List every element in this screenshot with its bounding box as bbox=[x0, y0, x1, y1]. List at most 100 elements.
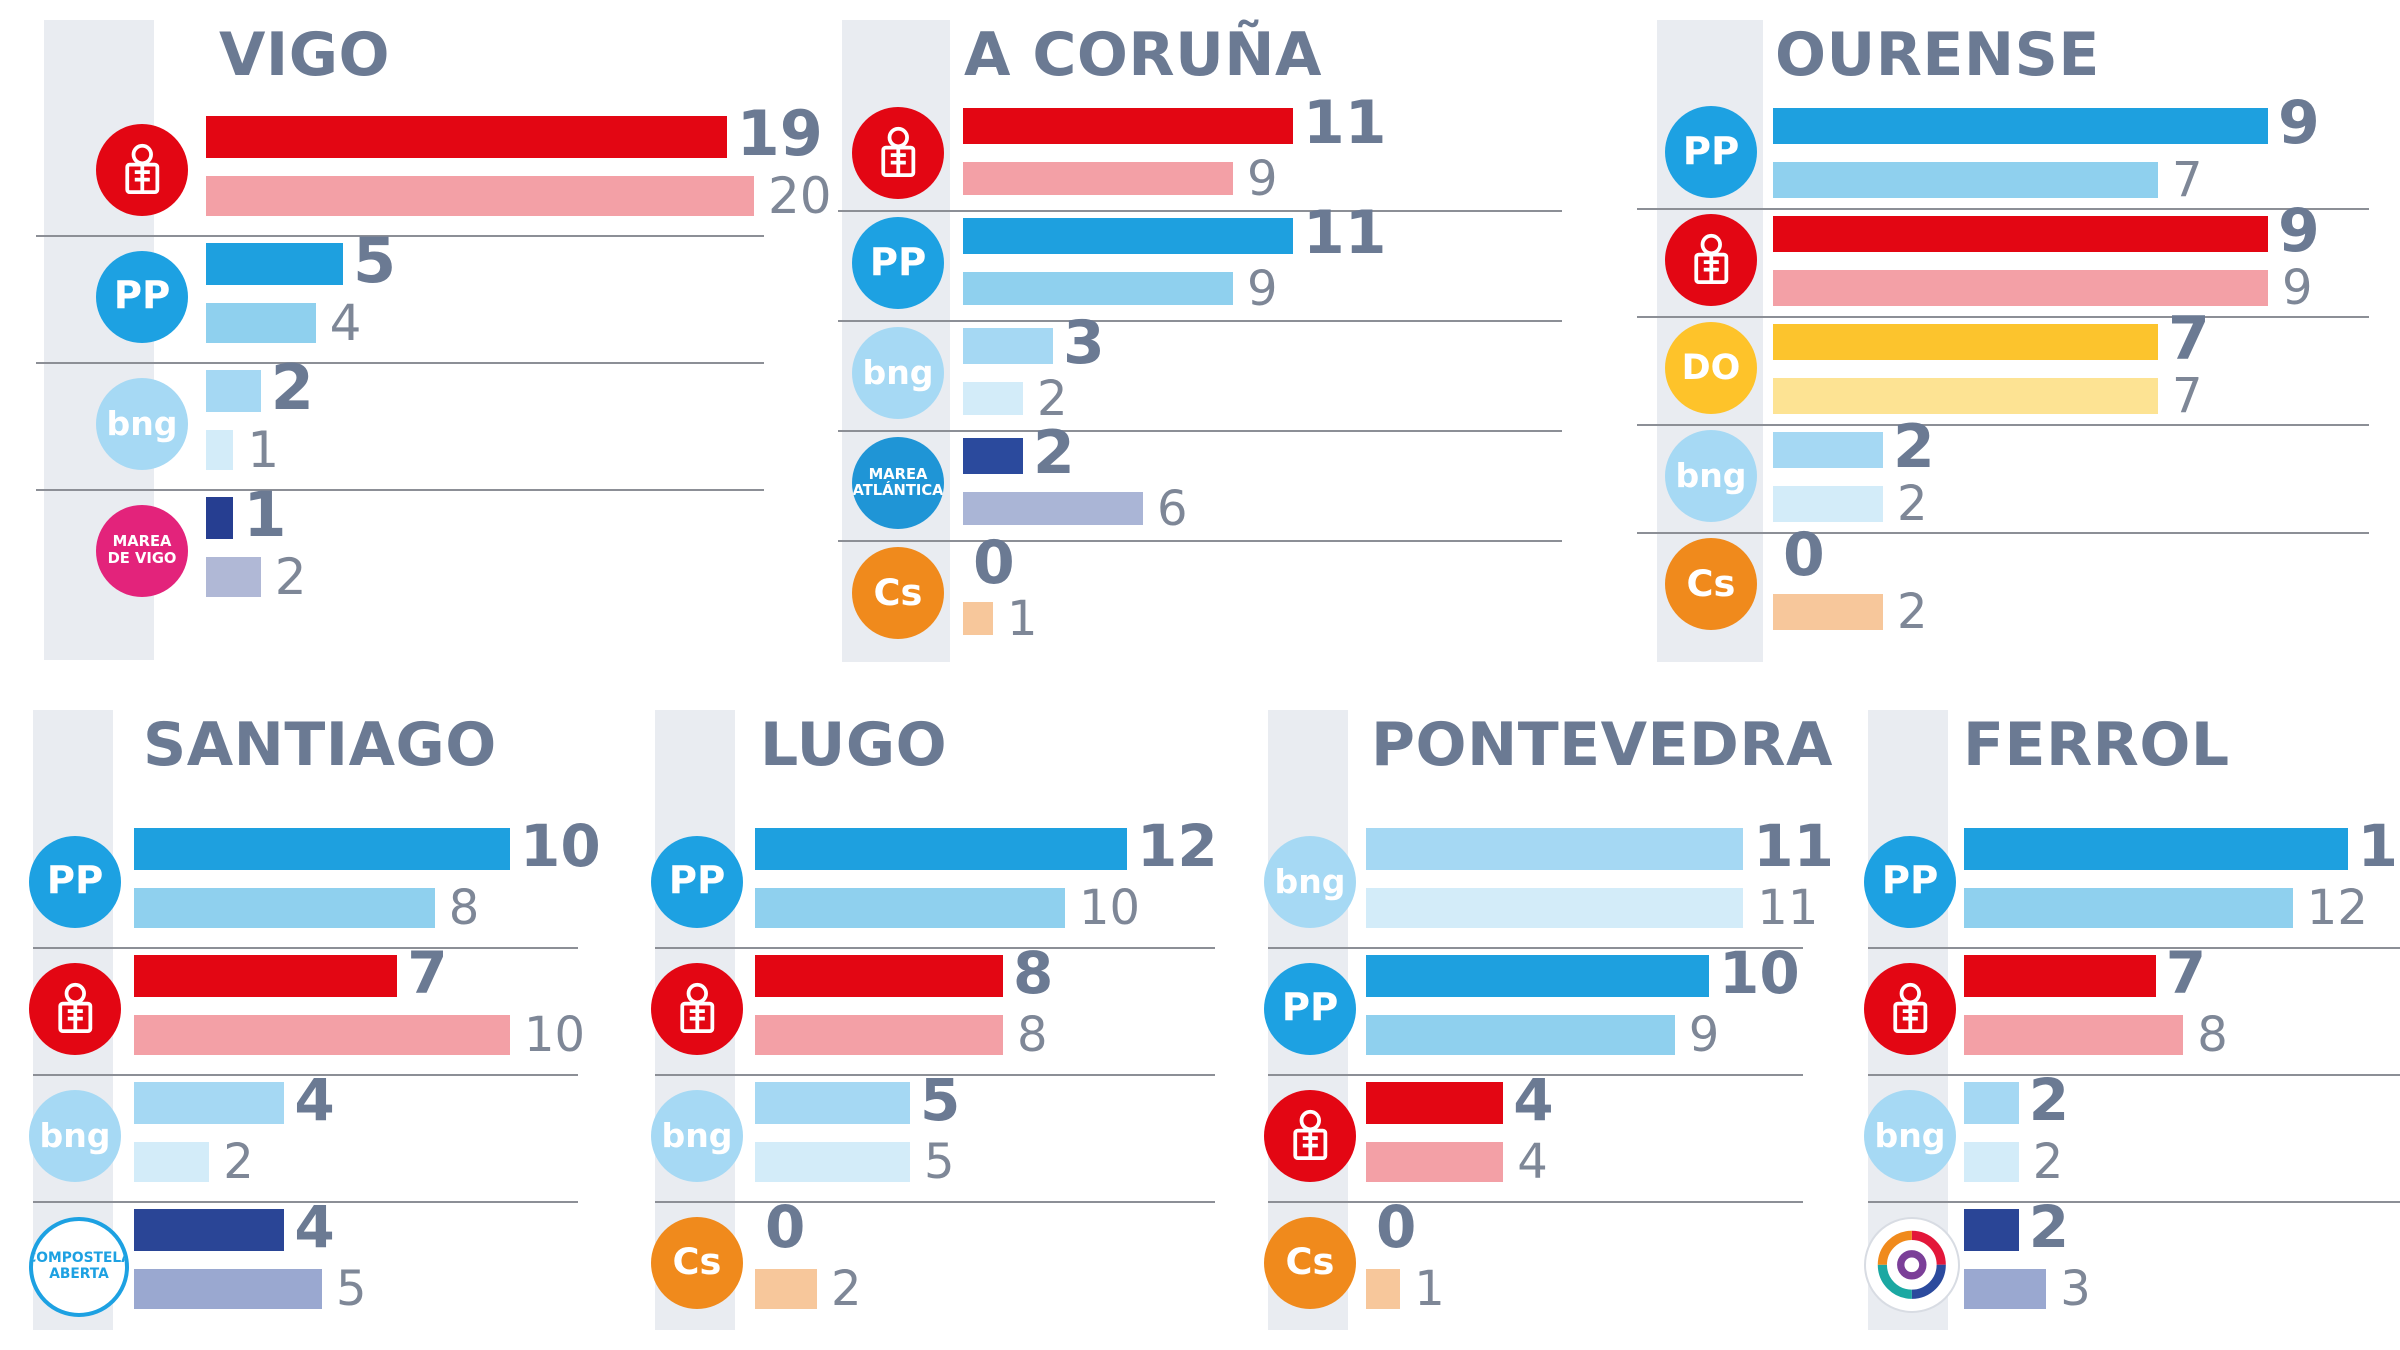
current-seats-label: 10 bbox=[1719, 939, 1800, 1008]
city-panel: OURENSE PP 9 7 9 9 DO 7 7 bng 2 2 Cs 0 2 bbox=[1637, 20, 2369, 662]
current-bar bbox=[1964, 1082, 2019, 1124]
previous-seats-label: 11 bbox=[1757, 880, 1819, 936]
previous-seats-label: 2 bbox=[1897, 584, 1928, 640]
marea-atlantica-icon: MAREA ATLÁNTICA bbox=[852, 437, 944, 529]
current-seats-label: 11 bbox=[1303, 198, 1387, 268]
pp-gull-icon: PP bbox=[96, 250, 188, 343]
row-separator bbox=[838, 540, 1562, 542]
city-panel: LUGO PP 12 10 8 8 bng 5 5 Cs 0 2 bbox=[651, 710, 1218, 1330]
previous-seats-label: 2 bbox=[223, 1134, 254, 1190]
current-bar bbox=[206, 243, 343, 285]
logo-label: PP bbox=[46, 858, 104, 904]
party-row-do: DO 7 7 bbox=[1637, 309, 2369, 426]
party-row-marea_atlantica: MAREA ATLÁNTICA 2 6 bbox=[838, 423, 1562, 542]
logo-label: bng bbox=[1274, 861, 1346, 901]
logo-label: bng bbox=[1675, 456, 1747, 496]
current-bar bbox=[1366, 1082, 1504, 1124]
pp-gull-icon: PP bbox=[1665, 106, 1757, 198]
previous-seats-label: 2 bbox=[1897, 476, 1928, 532]
party-row-compostela_aberta: COMPOSTELA ABERTA 4 5 bbox=[29, 1198, 578, 1330]
party-row-cs: Cs 0 1 bbox=[1264, 1198, 1803, 1330]
city-panel: FERROLPP141278bng2223 bbox=[1864, 710, 2400, 1330]
current-bar bbox=[1964, 1209, 2019, 1251]
current-seats-label: 3 bbox=[1063, 308, 1105, 378]
previous-bar bbox=[963, 382, 1023, 415]
party-row-pp: PP1412 bbox=[1864, 817, 2400, 949]
logo-label: bng bbox=[106, 403, 178, 443]
current-seats-label: 7 bbox=[407, 939, 448, 1008]
current-seats-label: 4 bbox=[294, 1066, 335, 1135]
current-seats-label: 0 bbox=[765, 1193, 806, 1262]
city-title: SANTIAGO bbox=[143, 710, 497, 780]
previous-bar bbox=[1366, 1015, 1675, 1055]
current-seats-label: 1 bbox=[243, 477, 287, 551]
previous-seats-label: 8 bbox=[448, 880, 480, 936]
previous-seats-label: 2 bbox=[831, 1261, 862, 1317]
current-seats-label: 7 bbox=[2165, 939, 2207, 1008]
current-seats-label: 19 bbox=[736, 96, 823, 170]
previous-bar bbox=[1964, 1142, 2019, 1182]
party-row-psoe: 7 10 bbox=[29, 944, 585, 1076]
party-row-bng: bng 2 2 bbox=[1864, 1071, 2400, 1203]
previous-bar bbox=[755, 1015, 1003, 1055]
party-row-cs: Cs 0 2 bbox=[651, 1198, 1215, 1330]
current-seats-label: 11 bbox=[1303, 88, 1387, 158]
current-seats-label: 0 bbox=[973, 528, 1015, 598]
current-bar bbox=[1366, 955, 1709, 997]
logo-label: MAREA ATLÁNTICA bbox=[852, 465, 944, 499]
do-icon: DO bbox=[1665, 322, 1757, 414]
previous-seats-label: 1 bbox=[247, 421, 280, 479]
current-bar bbox=[206, 497, 234, 539]
party-row-pp: PP 10 9 bbox=[1264, 944, 1803, 1076]
row-separator bbox=[838, 320, 1562, 322]
psoe-rose-icon bbox=[29, 962, 121, 1055]
city-panel: A CORUÑA 11 9 PP 11 9 bng 3 2 MAREA ATLÁNTICA 2 6 Cs… bbox=[838, 20, 1562, 662]
current-bar bbox=[134, 828, 510, 870]
previous-bar bbox=[1773, 270, 2268, 306]
current-bar bbox=[1366, 828, 1744, 870]
previous-seats-label: 5 bbox=[924, 1134, 955, 1190]
previous-seats-label: 9 bbox=[1247, 150, 1278, 207]
previous-bar bbox=[1773, 378, 2158, 414]
current-bar bbox=[206, 370, 261, 412]
previous-bar bbox=[1773, 594, 1883, 630]
bng-star-icon: bng bbox=[96, 377, 188, 470]
psoe-rose-icon bbox=[1264, 1089, 1356, 1182]
logo-label: Cs bbox=[873, 570, 923, 614]
previous-bar bbox=[134, 1015, 510, 1055]
row-separator bbox=[1868, 1074, 2400, 1076]
current-seats-label: 4 bbox=[294, 1193, 335, 1262]
previous-seats-label: 8 bbox=[2197, 1007, 2228, 1063]
previous-bar bbox=[1366, 888, 1744, 928]
logo-label: Cs bbox=[1686, 561, 1736, 605]
psoe-rose-icon bbox=[1864, 962, 1956, 1055]
pp-gull-icon: PP bbox=[852, 217, 944, 309]
city-panel: VIGO 19 20 PP 5 4 bng 2 1 MAREA DE VIGO 1 2 bbox=[36, 20, 832, 660]
current-bar bbox=[963, 438, 1023, 474]
city-title: A CORUÑA bbox=[964, 20, 1322, 90]
previous-bar bbox=[1366, 1142, 1504, 1182]
row-separator bbox=[838, 210, 1562, 212]
current-bar bbox=[1773, 216, 2268, 252]
party-row-pp: PP 10 8 bbox=[29, 817, 601, 949]
logo-label: Cs bbox=[672, 1240, 722, 1284]
bng-star-icon: bng bbox=[852, 327, 944, 419]
row-separator bbox=[1268, 1201, 1803, 1203]
previous-seats-label: 1 bbox=[1414, 1261, 1445, 1317]
logo-label: bng bbox=[661, 1115, 733, 1155]
row-separator bbox=[1868, 1201, 2400, 1203]
current-bar bbox=[755, 1082, 910, 1124]
current-bar bbox=[963, 218, 1293, 254]
bng-star-icon: bng bbox=[29, 1089, 121, 1182]
previous-seats-label: 9 bbox=[1247, 260, 1278, 317]
city-title: FERROL bbox=[1963, 710, 2230, 780]
previous-seats-label: 7 bbox=[2172, 152, 2203, 208]
current-seats-label: 2 bbox=[1893, 412, 1935, 482]
current-bar bbox=[1773, 108, 2268, 144]
previous-bar bbox=[755, 1142, 910, 1182]
previous-seats-label: 7 bbox=[2172, 368, 2203, 424]
